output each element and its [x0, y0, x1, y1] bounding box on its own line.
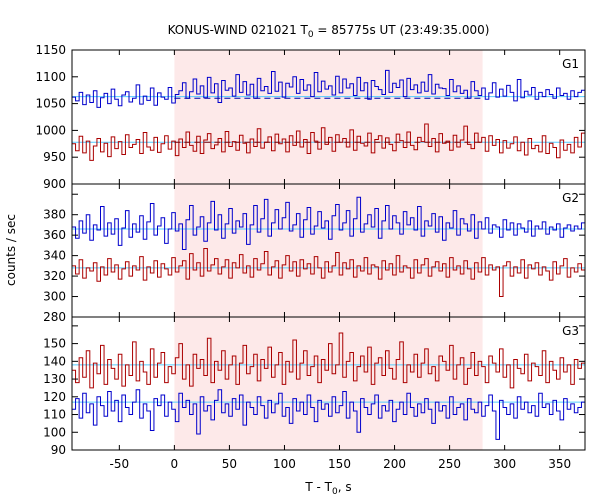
x-tick-label: 300: [493, 457, 516, 471]
series-red-g1: [72, 123, 585, 161]
x-axis-title: T - T0, s: [304, 480, 351, 497]
y-axis-title: counts / sec: [4, 214, 18, 286]
x-tick-label: 350: [548, 457, 571, 471]
x-axis-title-main: T - T: [304, 480, 332, 494]
x-tick-label: 0: [171, 457, 179, 471]
panels-group: 900 950 1000 1050 1100 1150 G1 280 300 320 340 360 3…: [35, 43, 586, 457]
x-tick-label: 250: [438, 457, 461, 471]
y-tick-label: 1100: [35, 70, 66, 84]
y-tick-label: 900: [43, 177, 66, 191]
y-tick-label: 120: [43, 390, 66, 404]
y-tick-label: 90: [51, 443, 66, 457]
panel-label-g1: G1: [562, 57, 579, 71]
y-tick-label: 110: [43, 408, 66, 422]
panel-label-g2: G2: [562, 191, 579, 205]
y-tick-label: 100: [43, 425, 66, 439]
panel-frame: [71, 316, 586, 451]
shaded-interval: [174, 50, 483, 184]
x-axis-title-subscript: 0: [332, 487, 338, 497]
y-tick-label: 150: [43, 337, 66, 351]
x-tick-label: 200: [383, 457, 406, 471]
y-tick-label: 1050: [35, 97, 66, 111]
y-tick-label: 380: [43, 208, 66, 222]
y-tick-label: 950: [43, 150, 66, 164]
x-tick-label: 50: [222, 457, 237, 471]
panel-label-g3: G3: [562, 324, 579, 338]
y-tick-label: 320: [43, 269, 66, 283]
y-tick-label: 280: [43, 310, 66, 324]
series-blue-g1: [72, 69, 585, 108]
y-axis-title-group: counts / sec: [4, 214, 18, 286]
y-tick-label: 360: [43, 228, 66, 242]
chart-title-group: KONUS-WIND 021021 T0 = 85775s UT (23:49:…: [168, 23, 490, 40]
shaded-interval: [174, 184, 483, 317]
panel-g2: 280 300 320 340 360 380 G2: [43, 183, 586, 324]
series-red-g2: [72, 247, 585, 298]
y-tick-label: 140: [43, 354, 66, 368]
x-ticks-group: -50 0 50 100 150 200 250 300 350: [110, 457, 572, 471]
chart-title-main: KONUS-WIND 021021 T: [168, 23, 309, 37]
x-tick-label: -50: [110, 457, 130, 471]
y-tick-label: 340: [43, 249, 66, 263]
y-tick-label: 1000: [35, 123, 66, 137]
series-blue-g3: [72, 389, 585, 440]
y-tick-label: 130: [43, 372, 66, 386]
x-tick-label: 150: [328, 457, 351, 471]
series-blue-g2: [72, 196, 585, 250]
panel-g1: 900 950 1000 1050 1100 1150 G1: [35, 43, 586, 191]
y-tick-label: 1150: [35, 43, 66, 57]
chart-title-subscript: 0: [308, 30, 314, 40]
y-tick-label: 300: [43, 290, 66, 304]
x-axis-title-rest: , s: [338, 480, 352, 494]
shaded-interval: [174, 317, 483, 450]
x-axis-title-group: T - T0, s: [304, 480, 351, 497]
panel-g3: 90 100 110 120 130 140 150 G3: [43, 316, 586, 457]
x-tick-label: 100: [273, 457, 296, 471]
series-red-g3: [72, 332, 585, 389]
chart-title: KONUS-WIND 021021 T0 = 85775s UT (23:49:…: [168, 23, 490, 40]
chart-title-rest: = 85775s UT (23:49:35.000): [314, 23, 490, 37]
